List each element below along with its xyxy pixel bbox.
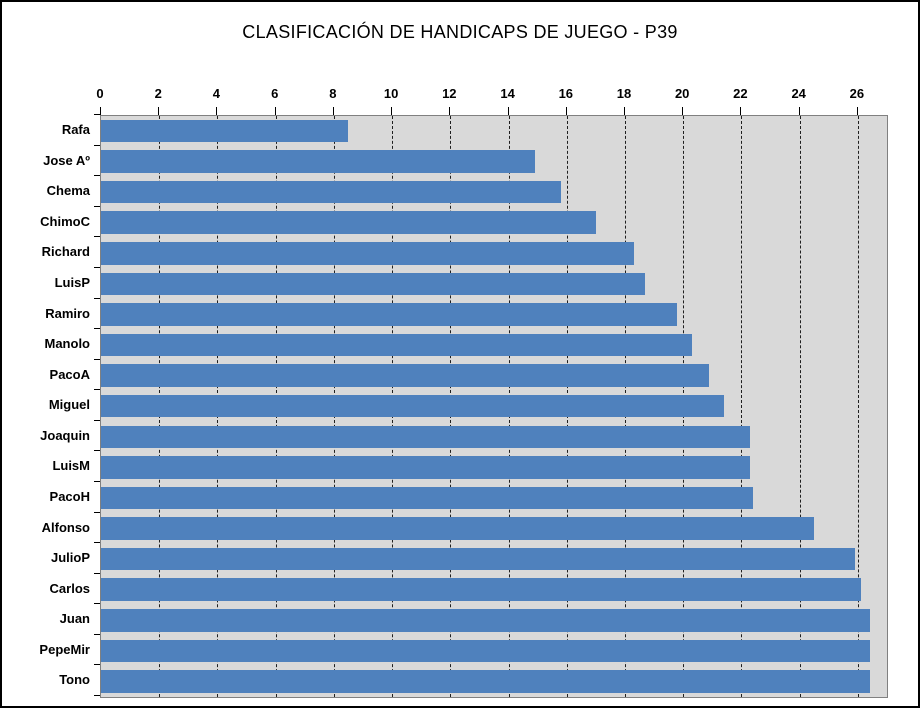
plot-area xyxy=(100,115,888,698)
category-label-luism: LuisM xyxy=(52,458,90,474)
x-tick-mark-16 xyxy=(565,107,567,115)
category-label-ramiro: Ramiro xyxy=(45,305,90,321)
category-label-luisp: LuisP xyxy=(54,274,90,290)
x-tick-label-10: 10 xyxy=(383,86,399,101)
x-tick-label-20: 20 xyxy=(674,86,690,101)
y-tick-mark-9 xyxy=(94,389,100,391)
category-label-jose-a-: Jose Aº xyxy=(43,152,90,168)
x-tick-label-4: 4 xyxy=(212,86,220,101)
category-label-pacoh: PacoH xyxy=(49,488,90,504)
x-tick-mark-24 xyxy=(798,107,800,115)
gridline-x-24 xyxy=(799,116,801,697)
y-tick-mark-12 xyxy=(94,480,100,482)
category-label-pacoa: PacoA xyxy=(49,366,90,382)
bar-luism xyxy=(101,456,751,479)
category-label-chema: Chema xyxy=(46,183,90,199)
bar-joaquin xyxy=(101,425,751,449)
x-tick-mark-2 xyxy=(158,107,160,115)
bar-alfonso xyxy=(101,517,815,540)
gridline-x-26 xyxy=(857,116,859,697)
x-tick-mark-0 xyxy=(100,107,101,115)
category-label-richard: Richard xyxy=(41,244,90,260)
category-label-juliop: JulioP xyxy=(50,550,90,566)
bar-luisp xyxy=(101,272,646,296)
y-tick-mark-10 xyxy=(94,419,100,421)
bar-miguel xyxy=(101,394,724,418)
x-tick-mark-6 xyxy=(274,107,276,115)
bar-juliop xyxy=(101,547,855,571)
y-tick-mark-8 xyxy=(94,358,100,360)
category-label-joaquin: Joaquin xyxy=(40,427,90,443)
category-label-carlos: Carlos xyxy=(49,580,90,596)
category-label-rafa: Rafa xyxy=(61,122,90,137)
x-tick-label-24: 24 xyxy=(791,86,806,101)
bar-carlos xyxy=(101,578,861,601)
y-tick-mark-19 xyxy=(94,695,100,696)
y-tick-mark-14 xyxy=(94,542,100,544)
bar-pacoh xyxy=(101,486,754,510)
category-label-tono: Tono xyxy=(59,672,90,688)
x-tick-mark-20 xyxy=(682,107,684,115)
y-tick-mark-13 xyxy=(94,511,100,513)
category-label-juan: Juan xyxy=(59,611,90,627)
y-tick-mark-4 xyxy=(94,236,100,238)
bar-pacoa xyxy=(101,364,710,387)
x-tick-mark-18 xyxy=(624,107,625,115)
x-tick-label-8: 8 xyxy=(329,86,337,101)
x-tick-mark-12 xyxy=(449,107,451,115)
chart-title: CLASIFICACIÓN DE HANDICAPS DE JUEGO - P3… xyxy=(242,22,678,42)
x-tick-label-22: 22 xyxy=(733,86,748,101)
bar-ramiro xyxy=(101,303,678,326)
bar-juan xyxy=(101,609,870,632)
x-tick-label-18: 18 xyxy=(616,86,632,101)
y-tick-mark-16 xyxy=(94,603,100,605)
y-tick-mark-17 xyxy=(94,633,100,635)
x-tick-label-16: 16 xyxy=(558,86,574,101)
y-tick-mark-18 xyxy=(94,664,100,666)
x-tick-mark-14 xyxy=(507,107,509,115)
y-tick-mark-15 xyxy=(94,572,100,574)
x-tick-mark-10 xyxy=(391,107,393,115)
y-tick-mark-0 xyxy=(94,114,100,115)
x-tick-label-26: 26 xyxy=(849,86,865,101)
category-label-pepemir: PepeMir xyxy=(39,641,90,657)
y-tick-mark-1 xyxy=(94,144,100,146)
x-tick-mark-26 xyxy=(856,107,858,115)
x-tick-label-14: 14 xyxy=(500,86,515,101)
y-tick-mark-11 xyxy=(94,450,100,452)
bar-jose-a- xyxy=(101,150,535,173)
x-tick-label-0: 0 xyxy=(96,86,104,101)
category-label-miguel: Miguel xyxy=(48,397,90,413)
bar-chimoc xyxy=(101,211,596,234)
bar-rafa xyxy=(101,119,349,143)
bar-tono xyxy=(101,670,870,693)
y-tick-mark-3 xyxy=(94,205,100,207)
x-tick-label-6: 6 xyxy=(271,86,279,101)
bar-chema xyxy=(101,180,561,204)
bar-richard xyxy=(101,242,634,265)
gridline-x-22 xyxy=(741,116,743,697)
y-tick-mark-7 xyxy=(94,328,100,330)
x-tick-mark-22 xyxy=(740,107,742,115)
x-tick-label-12: 12 xyxy=(442,86,457,101)
category-label-manolo: Manolo xyxy=(44,336,91,352)
x-tick-mark-8 xyxy=(332,107,334,115)
bar-pepemir xyxy=(101,639,870,663)
x-tick-mark-4 xyxy=(216,107,218,115)
y-tick-mark-6 xyxy=(94,297,100,299)
category-label-alfonso: Alfonso xyxy=(41,519,90,535)
bar-manolo xyxy=(101,333,692,357)
y-tick-mark-2 xyxy=(94,175,100,177)
category-label-chimoc: ChimoC xyxy=(40,213,90,229)
y-tick-mark-5 xyxy=(94,266,100,268)
x-tick-label-2: 2 xyxy=(154,86,162,101)
